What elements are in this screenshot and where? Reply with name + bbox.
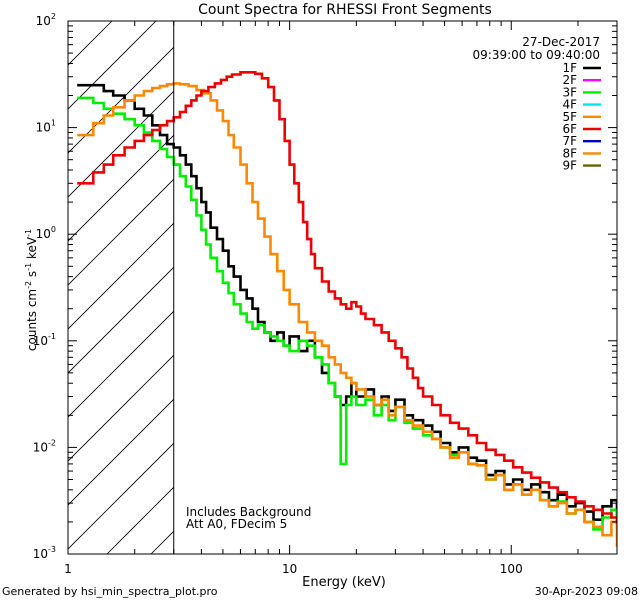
y-label-part-d: -1 <box>24 263 33 271</box>
y-tick-label: 101 <box>36 119 56 135</box>
y-tick-label: 102 <box>36 12 56 28</box>
legend-label-7F: 7F <box>562 134 577 148</box>
footer-timestamp: 30-Apr-2023 09:08 <box>535 585 638 598</box>
legend-label-4F: 4F <box>562 98 577 112</box>
y-tick-label: 10-1 <box>33 332 56 348</box>
legend-label-2F: 2F <box>562 73 577 87</box>
legend-label-1F: 1F <box>562 61 577 75</box>
x-tick-label: 1 <box>64 562 72 576</box>
hatch-line <box>68 21 113 66</box>
y-label-part-f: -1 <box>24 229 33 237</box>
hatch-line <box>68 442 174 550</box>
hatch-line <box>68 178 174 286</box>
y-axis-label: counts cm-2 s-1 keV-1 <box>24 229 39 351</box>
legend-label-9F: 9F <box>562 159 577 173</box>
legend-label-3F: 3F <box>562 85 577 99</box>
series-5F <box>77 82 617 547</box>
date-label: 27-Dec-2017 <box>522 35 600 49</box>
series-layer <box>77 71 617 547</box>
y-label-part-b: -2 <box>24 281 33 289</box>
y-label-part-a: counts cm <box>25 289 39 351</box>
annotation-attenuator: Att A0, FDecim 5 <box>186 517 287 531</box>
y-tick-label: 10-3 <box>33 545 56 561</box>
annotation-background: Includes Background <box>186 505 311 519</box>
plot-frame <box>67 20 618 555</box>
hatch-line <box>68 90 174 198</box>
x-tick-label: 100 <box>500 562 523 576</box>
legend-label-5F: 5F <box>562 110 577 124</box>
x-axis-ticks: 1 10 100 <box>64 21 618 576</box>
hatch-line <box>68 222 174 330</box>
hatch-line <box>68 398 174 506</box>
chart-title: Count Spectra for RHESSI Front Segments <box>198 2 492 18</box>
hatch-line <box>68 266 174 374</box>
series-6F <box>77 71 617 524</box>
time-range-label: 09:39:00 to 09:40:00 <box>473 48 600 62</box>
hatched-region <box>68 21 174 554</box>
y-axis-ticks: 10-3 10-2 10-1 100 101 102 <box>33 12 617 561</box>
hatch-line <box>106 486 174 554</box>
hatch-line <box>68 310 174 418</box>
y-tick-label: 100 <box>36 225 56 241</box>
footer-generated-by: Generated by hsi_min_spectra_plot.pro <box>2 585 218 598</box>
y-label-part-c: s <box>25 271 39 281</box>
y-label-part-e: keV <box>25 236 39 263</box>
y-tick-label: 10-2 <box>33 438 56 454</box>
hatch-line <box>68 134 174 242</box>
series-3F <box>77 96 617 531</box>
legend-label-8F: 8F <box>562 146 577 160</box>
hatch-line <box>68 21 69 22</box>
x-tick-label: 10 <box>282 562 297 576</box>
legend-label-6F: 6F <box>562 122 577 136</box>
x-axis-label: Energy (keV) <box>302 575 386 590</box>
